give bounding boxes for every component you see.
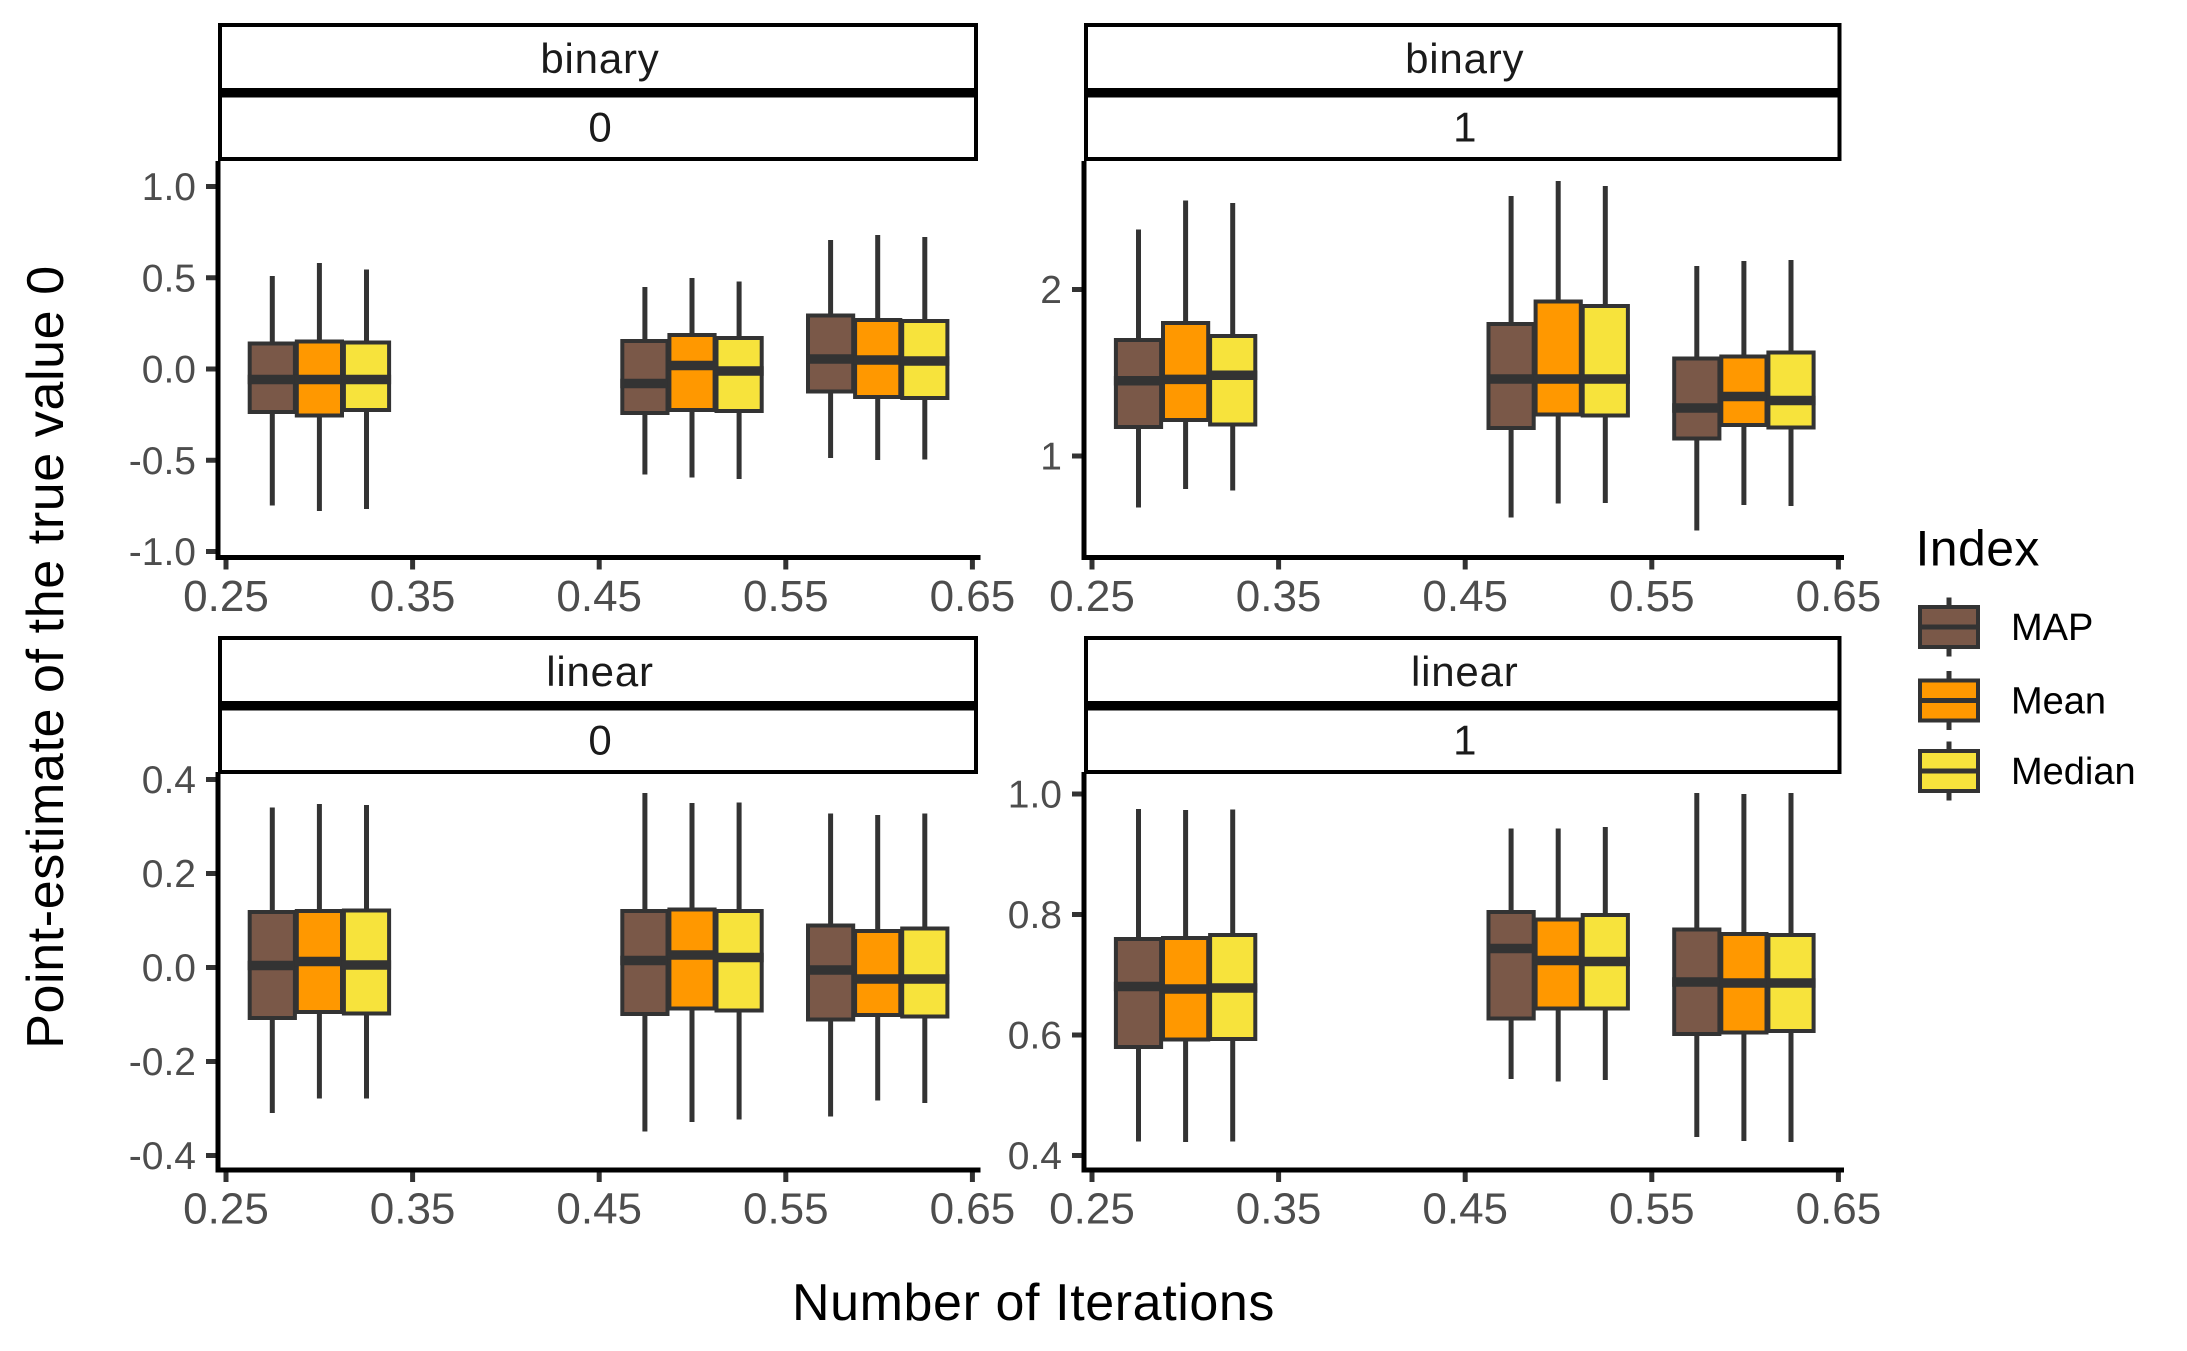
svg-text:-1.0: -1.0: [129, 531, 196, 574]
svg-text:0.25: 0.25: [183, 572, 269, 621]
svg-text:0.35: 0.35: [1236, 1185, 1322, 1234]
svg-text:Median: Median: [2011, 751, 2136, 793]
svg-text:-0.4: -0.4: [129, 1135, 196, 1178]
svg-text:linear: linear: [1411, 648, 1519, 695]
svg-text:Index: Index: [1916, 521, 2040, 577]
svg-text:0.4: 0.4: [1008, 1135, 1062, 1178]
svg-text:0.0: 0.0: [142, 349, 196, 392]
svg-text:0.45: 0.45: [1422, 572, 1508, 621]
svg-text:0.65: 0.65: [1796, 572, 1882, 621]
svg-text:0.65: 0.65: [930, 572, 1016, 621]
svg-text:MAP: MAP: [2011, 607, 2093, 649]
svg-text:1.0: 1.0: [142, 166, 196, 209]
svg-text:0.5: 0.5: [142, 257, 196, 300]
svg-text:0.25: 0.25: [183, 1185, 269, 1234]
svg-text:0.25: 0.25: [1049, 572, 1135, 621]
svg-text:0.65: 0.65: [930, 1185, 1016, 1234]
svg-text:-0.2: -0.2: [129, 1041, 196, 1084]
svg-text:Point-estimate of the true val: Point-estimate of the true value 0: [17, 265, 75, 1049]
svg-text:0.2: 0.2: [142, 853, 196, 896]
svg-text:0.8: 0.8: [1008, 894, 1062, 937]
svg-text:0.45: 0.45: [556, 1185, 642, 1234]
svg-text:0.55: 0.55: [743, 572, 829, 621]
svg-text:0.35: 0.35: [1236, 572, 1322, 621]
svg-text:2: 2: [1040, 269, 1062, 312]
svg-text:Number of Iterations: Number of Iterations: [792, 1274, 1275, 1332]
svg-text:0: 0: [588, 104, 611, 151]
svg-text:linear: linear: [546, 648, 654, 695]
svg-text:1: 1: [1453, 717, 1476, 764]
svg-text:0.4: 0.4: [142, 759, 196, 802]
svg-text:1.0: 1.0: [1008, 774, 1062, 817]
svg-text:0.45: 0.45: [1422, 1185, 1508, 1234]
svg-text:1: 1: [1453, 104, 1476, 151]
svg-text:1: 1: [1040, 436, 1062, 479]
svg-text:0: 0: [588, 717, 611, 764]
svg-text:binary: binary: [540, 35, 659, 82]
svg-text:0.55: 0.55: [1609, 1185, 1695, 1234]
svg-text:0.45: 0.45: [556, 572, 642, 621]
svg-text:0.65: 0.65: [1796, 1185, 1882, 1234]
svg-text:-0.5: -0.5: [129, 440, 196, 483]
svg-text:0.55: 0.55: [1609, 572, 1695, 621]
svg-text:0.55: 0.55: [743, 1185, 829, 1234]
svg-text:Mean: Mean: [2011, 681, 2106, 723]
svg-text:0.6: 0.6: [1008, 1015, 1062, 1058]
svg-text:binary: binary: [1405, 35, 1524, 82]
svg-text:0.25: 0.25: [1049, 1185, 1135, 1234]
svg-text:0.35: 0.35: [370, 572, 456, 621]
svg-text:0.0: 0.0: [142, 947, 196, 990]
svg-text:0.35: 0.35: [370, 1185, 456, 1234]
